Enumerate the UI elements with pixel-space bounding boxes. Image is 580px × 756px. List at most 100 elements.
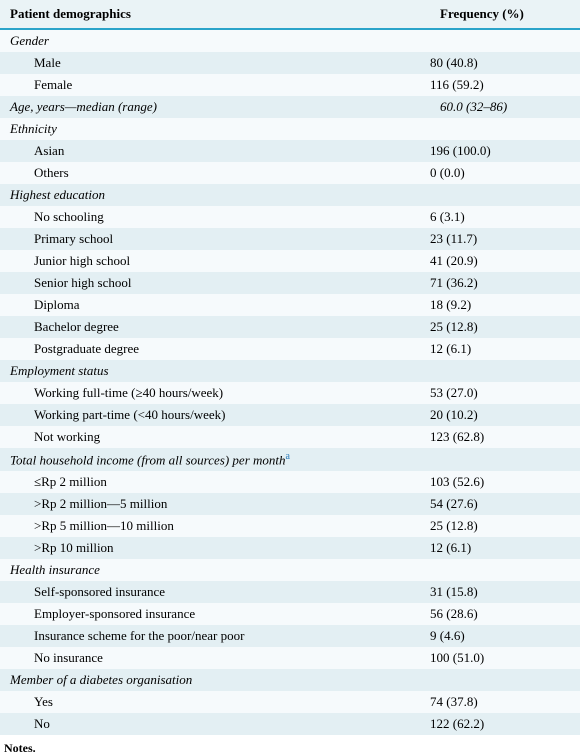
- item-label: Employer-sponsored insurance: [0, 603, 430, 625]
- item-row: Others0 (0.0): [0, 162, 580, 184]
- item-row: Male80 (40.8): [0, 52, 580, 74]
- item-freq: 103 (52.6): [430, 471, 580, 493]
- item-row: Diploma18 (9.2): [0, 294, 580, 316]
- item-freq: 74 (37.8): [430, 691, 580, 713]
- item-freq: 0 (0.0): [430, 162, 580, 184]
- section-title: Gender: [0, 29, 430, 52]
- item-freq: 100 (51.0): [430, 647, 580, 669]
- section-freq: 60.0 (32–86): [430, 96, 580, 118]
- item-label: Diploma: [0, 294, 430, 316]
- section-freq: [430, 118, 580, 140]
- section-title: Health insurance: [0, 559, 430, 581]
- section-row: Highest education: [0, 184, 580, 206]
- item-label: >Rp 5 million—10 million: [0, 515, 430, 537]
- item-label: Others: [0, 162, 430, 184]
- item-label: Asian: [0, 140, 430, 162]
- item-freq: 25 (12.8): [430, 316, 580, 338]
- item-row: Insurance scheme for the poor/near poor9…: [0, 625, 580, 647]
- item-label: Bachelor degree: [0, 316, 430, 338]
- item-freq: 9 (4.6): [430, 625, 580, 647]
- section-freq: [430, 29, 580, 52]
- section-freq: [430, 669, 580, 691]
- section-title: Highest education: [0, 184, 430, 206]
- item-row: Working full-time (≥40 hours/week)53 (27…: [0, 382, 580, 404]
- item-freq: 123 (62.8): [430, 426, 580, 448]
- item-freq: 18 (9.2): [430, 294, 580, 316]
- item-label: No insurance: [0, 647, 430, 669]
- item-label: Working full-time (≥40 hours/week): [0, 382, 430, 404]
- item-row: No insurance100 (51.0): [0, 647, 580, 669]
- item-row: Bachelor degree25 (12.8): [0, 316, 580, 338]
- item-row: Postgraduate degree12 (6.1): [0, 338, 580, 360]
- item-label: Not working: [0, 426, 430, 448]
- item-label: No schooling: [0, 206, 430, 228]
- item-label: Senior high school: [0, 272, 430, 294]
- item-label: Female: [0, 74, 430, 96]
- item-row: Employer-sponsored insurance56 (28.6): [0, 603, 580, 625]
- item-freq: 12 (6.1): [430, 537, 580, 559]
- item-freq: 54 (27.6): [430, 493, 580, 515]
- item-label: Junior high school: [0, 250, 430, 272]
- item-freq: 6 (3.1): [430, 206, 580, 228]
- item-freq: 12 (6.1): [430, 338, 580, 360]
- item-label: No: [0, 713, 430, 735]
- item-label: Insurance scheme for the poor/near poor: [0, 625, 430, 647]
- item-freq: 80 (40.8): [430, 52, 580, 74]
- item-label: Yes: [0, 691, 430, 713]
- section-freq: [430, 184, 580, 206]
- item-freq: 53 (27.0): [430, 382, 580, 404]
- section-freq: [430, 559, 580, 581]
- item-label: Postgraduate degree: [0, 338, 430, 360]
- footnote-marker: a: [286, 451, 290, 462]
- item-row: Junior high school41 (20.9): [0, 250, 580, 272]
- section-row: Member of a diabetes organisation: [0, 669, 580, 691]
- item-label: Primary school: [0, 228, 430, 250]
- section-row: Ethnicity: [0, 118, 580, 140]
- item-label: >Rp 10 million: [0, 537, 430, 559]
- item-label: ≤Rp 2 million: [0, 471, 430, 493]
- item-row: Self-sponsored insurance31 (15.8): [0, 581, 580, 603]
- item-row: No122 (62.2): [0, 713, 580, 735]
- item-freq: 196 (100.0): [430, 140, 580, 162]
- item-label: Self-sponsored insurance: [0, 581, 430, 603]
- item-row: >Rp 2 million—5 million54 (27.6): [0, 493, 580, 515]
- section-freq: [430, 360, 580, 382]
- item-freq: 31 (15.8): [430, 581, 580, 603]
- section-row: Health insurance: [0, 559, 580, 581]
- item-row: Asian196 (100.0): [0, 140, 580, 162]
- item-row: Primary school23 (11.7): [0, 228, 580, 250]
- item-freq: 20 (10.2): [430, 404, 580, 426]
- item-row: Female116 (59.2): [0, 74, 580, 96]
- item-row: No schooling6 (3.1): [0, 206, 580, 228]
- header-label: Patient demographics: [0, 0, 430, 29]
- section-row: Employment status: [0, 360, 580, 382]
- item-row: Working part-time (<40 hours/week)20 (10…: [0, 404, 580, 426]
- section-title: Age, years—median (range): [0, 96, 430, 118]
- item-label: Male: [0, 52, 430, 74]
- item-freq: 122 (62.2): [430, 713, 580, 735]
- section-title: Ethnicity: [0, 118, 430, 140]
- section-row: Total household income (from all sources…: [0, 448, 580, 471]
- item-row: Senior high school71 (36.2): [0, 272, 580, 294]
- item-label: >Rp 2 million—5 million: [0, 493, 430, 515]
- item-row: ≤Rp 2 million103 (52.6): [0, 471, 580, 493]
- item-freq: 116 (59.2): [430, 74, 580, 96]
- section-row: Age, years—median (range)60.0 (32–86): [0, 96, 580, 118]
- section-title: Employment status: [0, 360, 430, 382]
- section-row: Gender: [0, 29, 580, 52]
- item-row: Yes74 (37.8): [0, 691, 580, 713]
- item-row: Not working123 (62.8): [0, 426, 580, 448]
- item-freq: 56 (28.6): [430, 603, 580, 625]
- demographics-table: Patient demographicsFrequency (%)GenderM…: [0, 0, 580, 735]
- notes-label: Notes.: [0, 735, 580, 756]
- item-freq: 41 (20.9): [430, 250, 580, 272]
- section-freq: [430, 448, 580, 471]
- header-freq: Frequency (%): [430, 0, 580, 29]
- section-title: Total household income (from all sources…: [0, 448, 430, 471]
- section-title: Member of a diabetes organisation: [0, 669, 430, 691]
- item-freq: 71 (36.2): [430, 272, 580, 294]
- item-freq: 23 (11.7): [430, 228, 580, 250]
- item-row: >Rp 10 million12 (6.1): [0, 537, 580, 559]
- item-row: >Rp 5 million—10 million25 (12.8): [0, 515, 580, 537]
- item-label: Working part-time (<40 hours/week): [0, 404, 430, 426]
